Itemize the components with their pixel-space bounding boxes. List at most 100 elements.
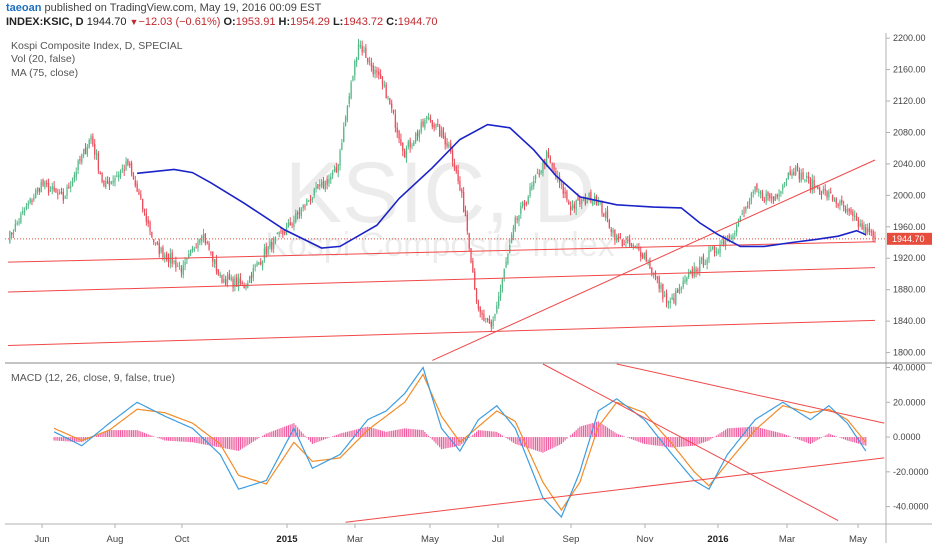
candle <box>398 129 400 144</box>
candle <box>31 198 33 206</box>
macd-y-tick-label: -20.0000 <box>893 467 929 477</box>
candle-body <box>798 170 801 180</box>
candle <box>134 175 136 188</box>
candle-body <box>719 244 721 254</box>
candle-body <box>846 209 848 213</box>
candle-body <box>291 223 293 225</box>
candle-body <box>57 193 59 195</box>
candle <box>612 227 614 238</box>
price-pane[interactable] <box>5 38 886 361</box>
candle <box>468 232 470 252</box>
candle <box>643 252 646 260</box>
candle-body <box>546 151 548 165</box>
candle-body <box>850 209 852 214</box>
candle-body <box>287 222 290 228</box>
candle-body <box>732 235 734 239</box>
macd-line <box>53 366 867 519</box>
candle <box>771 193 773 204</box>
candle <box>671 293 673 301</box>
candle-body <box>658 276 660 289</box>
candle <box>569 201 572 216</box>
candle <box>420 118 422 135</box>
candle-body <box>767 191 769 196</box>
candle-body <box>529 187 531 196</box>
candle-body <box>180 268 183 273</box>
candle <box>287 218 290 228</box>
macd-pane[interactable] <box>53 363 885 523</box>
candle-body <box>522 201 524 207</box>
candle <box>291 222 293 229</box>
candle-body <box>457 170 459 181</box>
candle <box>571 200 574 211</box>
candle-body <box>136 183 138 192</box>
candle <box>363 46 365 54</box>
candle <box>689 270 692 275</box>
candle-body <box>114 178 116 182</box>
candle-body <box>739 216 741 222</box>
x-tick-label: Nov <box>637 534 654 545</box>
candle-body <box>293 220 295 228</box>
candle-body <box>359 45 361 47</box>
candle-body <box>149 221 151 232</box>
candle <box>118 171 120 182</box>
candle <box>221 274 223 284</box>
candle <box>332 169 334 180</box>
candle-body <box>392 109 395 113</box>
candle-body <box>538 173 540 175</box>
candle-body <box>95 153 98 155</box>
open-value: 1953.91 <box>235 16 276 28</box>
candle-body <box>734 233 736 235</box>
candle-body <box>339 150 341 166</box>
candle <box>614 229 616 245</box>
candle-body <box>167 257 170 263</box>
candle-body <box>551 163 553 166</box>
candle-body <box>708 250 710 260</box>
candle <box>357 38 360 61</box>
candle <box>422 118 424 128</box>
candle-body <box>230 276 232 280</box>
candle <box>197 238 199 252</box>
candle <box>350 80 352 100</box>
candle-body <box>531 185 533 190</box>
candle <box>747 201 749 209</box>
candle-body <box>206 242 208 244</box>
candle-body <box>800 172 802 181</box>
candle-body <box>651 267 653 274</box>
candle-body <box>221 274 223 283</box>
candle-body <box>258 262 260 265</box>
candle <box>429 114 432 123</box>
publisher-username[interactable]: taeoan <box>6 2 42 14</box>
candle <box>27 200 29 210</box>
candle-body <box>470 248 472 263</box>
candle <box>844 205 847 214</box>
candle-body <box>450 143 452 152</box>
candle <box>758 188 760 197</box>
candle <box>47 178 50 196</box>
candle-body <box>239 277 242 284</box>
candle-body <box>464 210 467 216</box>
candle-body <box>830 191 832 194</box>
candle <box>848 207 850 216</box>
candle <box>566 189 568 203</box>
candle <box>245 283 247 291</box>
candle-body <box>647 261 649 263</box>
candle <box>697 267 699 275</box>
candle-body <box>47 182 50 193</box>
candle <box>475 287 478 304</box>
candle <box>439 124 441 137</box>
candle-body <box>439 125 441 137</box>
candle <box>795 165 797 177</box>
candle-body <box>317 184 319 189</box>
candle <box>22 207 24 216</box>
candle <box>36 187 39 195</box>
candle-body <box>354 60 356 76</box>
candle <box>542 159 544 177</box>
candle-body <box>547 152 550 157</box>
candle <box>145 208 147 226</box>
candle-body <box>357 44 360 59</box>
candle <box>249 275 251 284</box>
candle <box>510 232 513 244</box>
candle-body <box>112 180 114 184</box>
candle <box>232 276 234 292</box>
